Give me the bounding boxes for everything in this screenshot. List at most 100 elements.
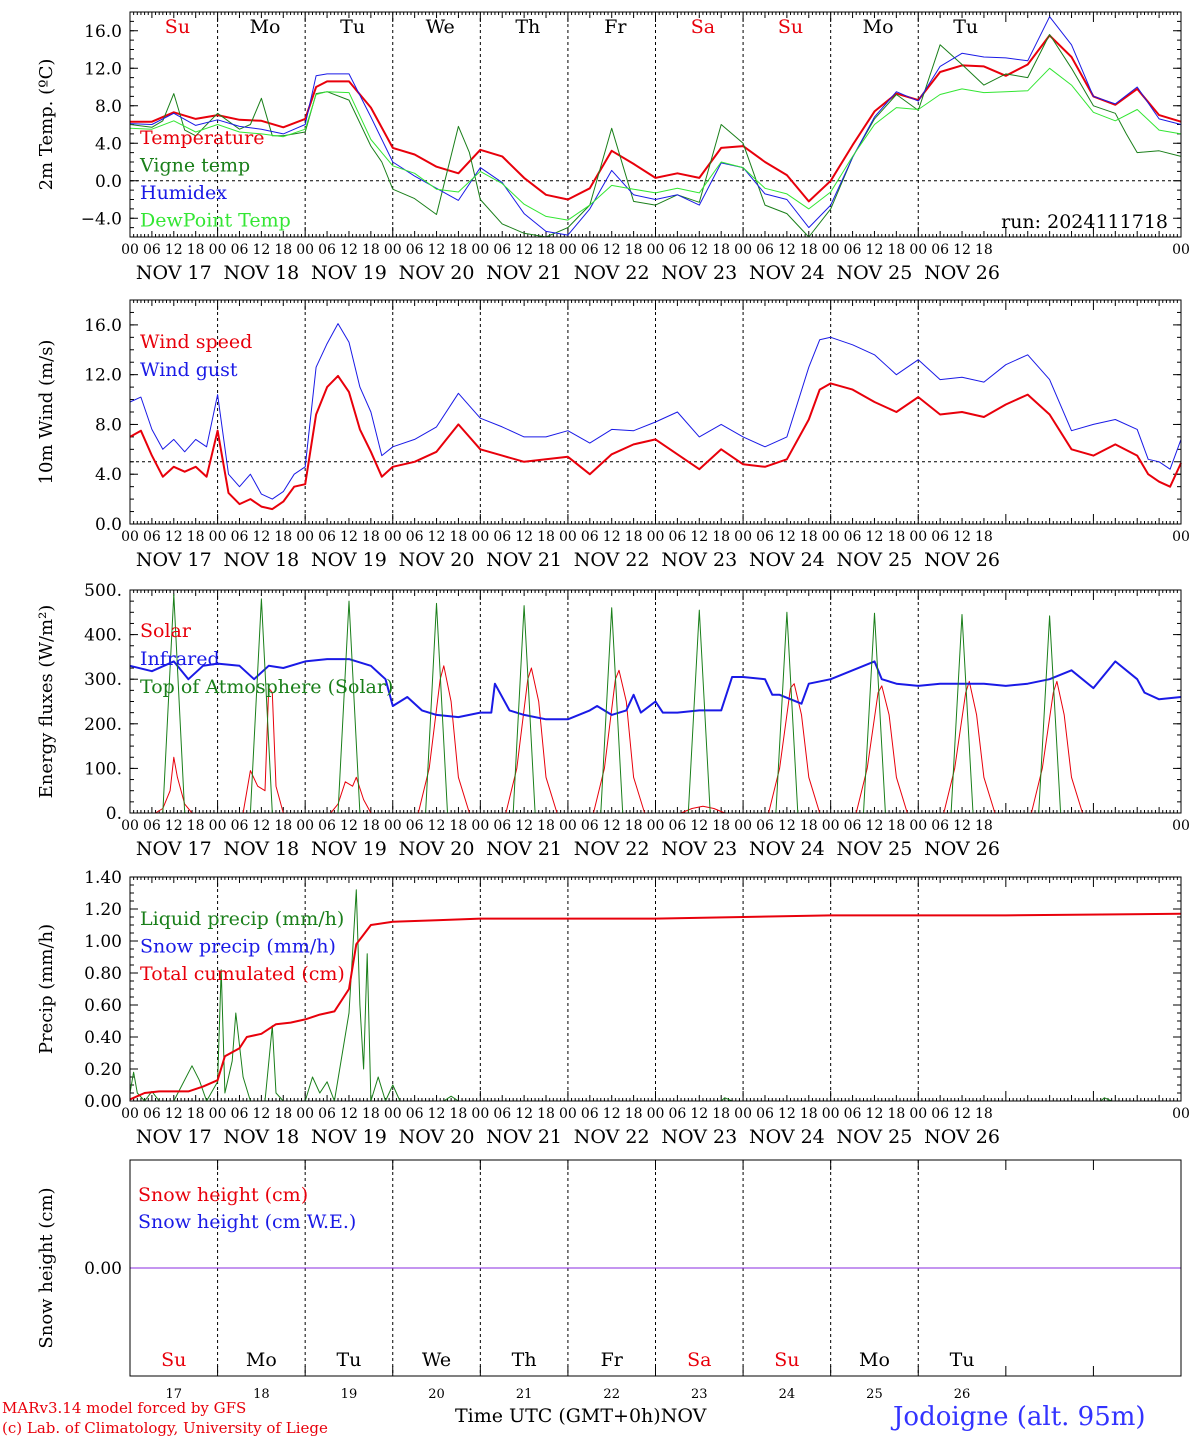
date-label: NOV 25 — [837, 1126, 913, 1148]
time-axis-label: Time UTC (GMT+0h)NOV — [455, 1405, 706, 1427]
date-label: NOV 25 — [837, 262, 913, 284]
y-tick-label: 0.80 — [84, 964, 122, 984]
hour-label: 00 — [1172, 818, 1190, 834]
date-label: NOV 19 — [311, 262, 387, 284]
hour-label: 06 — [318, 1106, 336, 1122]
hour-label: 06 — [581, 1106, 599, 1122]
date-label: NOV 18 — [223, 838, 299, 860]
hour-label: 06 — [931, 1106, 949, 1122]
hour-label: 06 — [143, 818, 161, 834]
hour-label: 12 — [690, 529, 708, 545]
hour-label: 12 — [953, 529, 971, 545]
hour-label: 00 — [559, 529, 577, 545]
model-credit-line: MARv3.14 model forced by GFS — [2, 1399, 247, 1417]
plot-frame — [129, 299, 1182, 525]
hour-label: 12 — [428, 818, 446, 834]
run-annotation: run: 2024111718 — [1001, 211, 1168, 233]
hour-label: 12 — [165, 242, 183, 258]
hour-label: 12 — [603, 242, 621, 258]
hour-label: 12 — [953, 242, 971, 258]
y-tick-label: 0.00 — [84, 1092, 122, 1112]
hour-label: 06 — [668, 1106, 686, 1122]
hour-label: 00 — [909, 242, 927, 258]
hour-label: 06 — [931, 818, 949, 834]
hour-label: 12 — [603, 818, 621, 834]
hour-label: 00 — [734, 818, 752, 834]
date-label: NOV 26 — [924, 838, 1000, 860]
day-number-label: 23 — [691, 1387, 708, 1402]
hour-label: 18 — [887, 529, 905, 545]
hour-label: 00 — [209, 242, 227, 258]
hour-label: 18 — [362, 1106, 380, 1122]
panel-4: 1.40 1.20 1.00 0.80 0.60 0.40 0.20 0.00 Liquid p… — [36, 868, 1190, 1148]
month-label: NOV — [660, 1405, 707, 1427]
day-number-label: 26 — [954, 1387, 971, 1402]
panel-3: 500. 400. 300. 200. 100. 0. Solar Infrared Top o… — [36, 581, 1190, 860]
panel-1: 16.0 12.0 8.0 4.0 0.0 −4.0 Temperature Vigne te… — [36, 11, 1190, 284]
date-label: NOV 19 — [311, 838, 387, 860]
hour-label: 00 — [559, 1106, 577, 1122]
hour-label: 06 — [756, 529, 774, 545]
hour-label: 06 — [581, 242, 599, 258]
hour-label: 12 — [866, 818, 884, 834]
hour-label: 12 — [690, 818, 708, 834]
weekday-label: We — [422, 1349, 451, 1371]
hour-label: 18 — [800, 529, 818, 545]
hour-label: 18 — [887, 818, 905, 834]
hour-label: 00 — [121, 529, 139, 545]
date-label: NOV 25 — [837, 549, 913, 571]
legend-entry: Temperature — [140, 127, 264, 149]
hour-label: 18 — [274, 1106, 292, 1122]
hour-label: 06 — [318, 529, 336, 545]
hour-label: 18 — [537, 818, 555, 834]
hour-label: 12 — [252, 242, 270, 258]
y-tick-label: 0.0 — [95, 172, 122, 192]
hour-label: 00 — [209, 529, 227, 545]
hour-label: 18 — [975, 1106, 993, 1122]
hour-label: 18 — [712, 1106, 730, 1122]
date-label: NOV 21 — [486, 1126, 562, 1148]
day-number-label: 24 — [779, 1387, 796, 1402]
hour-label: 12 — [515, 1106, 533, 1122]
day-number-label: 21 — [516, 1387, 533, 1402]
day-number-label: 22 — [603, 1387, 620, 1402]
hour-label: 06 — [581, 529, 599, 545]
date-label: NOV 21 — [486, 262, 562, 284]
hour-label: 18 — [187, 1106, 205, 1122]
hour-label: 00 — [471, 1106, 489, 1122]
hour-label: 00 — [647, 529, 665, 545]
hour-label: 06 — [406, 818, 424, 834]
y-tick-label: 12.0 — [84, 366, 122, 386]
hour-label: 06 — [406, 1106, 424, 1122]
time-axis-title: Time UTC (GMT+0h) — [455, 1405, 661, 1427]
date-label: NOV 17 — [136, 838, 212, 860]
weekday-label: Su — [165, 16, 190, 38]
y-tick-label: 4.0 — [95, 465, 122, 485]
hour-label: 06 — [844, 242, 862, 258]
hour-label: 18 — [537, 1106, 555, 1122]
weekday-label: Mo — [859, 1349, 890, 1371]
date-label: NOV 17 — [136, 1126, 212, 1148]
day-number-label: 19 — [341, 1387, 358, 1402]
series-line — [129, 912, 1182, 1101]
hour-label: 00 — [822, 818, 840, 834]
hour-label: 00 — [121, 242, 139, 258]
date-label: NOV 20 — [399, 1126, 475, 1148]
y-tick-label: 0. — [106, 804, 122, 824]
hour-label: 00 — [647, 1106, 665, 1122]
day-number-label: 17 — [166, 1387, 183, 1402]
hour-label: 12 — [953, 1106, 971, 1122]
y-tick-label: 1.00 — [84, 932, 122, 952]
hour-label: 00 — [1172, 529, 1190, 545]
date-label: NOV 26 — [924, 549, 1000, 571]
y-tick-label: 8.0 — [95, 97, 122, 117]
hour-label: 06 — [931, 529, 949, 545]
date-label: NOV 20 — [399, 549, 475, 571]
hour-label: 06 — [756, 242, 774, 258]
date-label: NOV 22 — [574, 549, 650, 571]
hour-label: 00 — [471, 529, 489, 545]
y-tick-label: 300. — [84, 670, 122, 690]
hour-label: 00 — [734, 1106, 752, 1122]
hour-label: 12 — [866, 1106, 884, 1122]
